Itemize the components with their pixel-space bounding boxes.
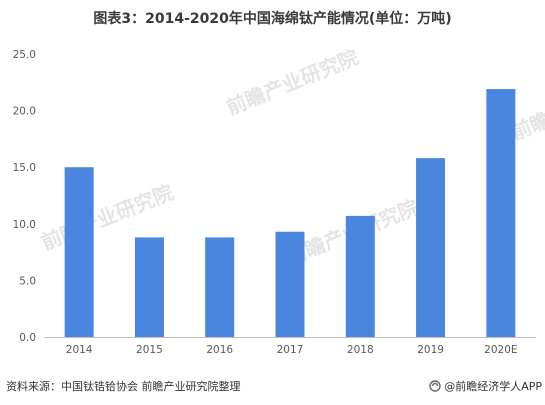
chart-title: 图表3：2014-2020年中国海绵钛产能情况(单位：万吨) bbox=[93, 11, 452, 27]
brand-logo-icon bbox=[429, 380, 441, 392]
bar-2017 bbox=[275, 231, 305, 337]
brand-text: @前瞻经济学人APP bbox=[444, 380, 542, 393]
y-tick-label: 25.0 bbox=[13, 49, 36, 61]
source-note: 资料来源：中国钛锆铪协会 前瞻产业研究院整理 bbox=[6, 380, 241, 393]
y-tick-label: 20.0 bbox=[13, 106, 36, 118]
footer: 资料来源：中国钛锆铪协会 前瞻产业研究院整理 @前瞻经济学人APP bbox=[6, 378, 542, 398]
brand-credit: @前瞻经济学人APP bbox=[429, 378, 542, 394]
x-tick-label: 2015 bbox=[136, 344, 163, 356]
bar-2016 bbox=[205, 237, 235, 337]
y-tick-label: 5.0 bbox=[19, 275, 36, 287]
bar-2014 bbox=[64, 167, 94, 337]
bar-2019 bbox=[416, 158, 446, 337]
x-tick-label: 2018 bbox=[347, 344, 374, 356]
bars bbox=[64, 89, 516, 337]
x-tick-label: 2016 bbox=[206, 344, 233, 356]
bar-2018 bbox=[345, 215, 375, 337]
x-axis: 2014 2015 2016 2017 2018 2019 2020E bbox=[44, 337, 536, 356]
y-tick-label: 0.0 bbox=[19, 332, 36, 344]
bar-2015 bbox=[134, 237, 164, 337]
y-tick-label: 15.0 bbox=[13, 162, 36, 174]
y-tick-label: 10.0 bbox=[13, 219, 36, 231]
watermark-text: 前瞻产业研究院 bbox=[223, 45, 362, 120]
x-tick-label: 2017 bbox=[277, 344, 304, 356]
bar-2020E bbox=[486, 89, 516, 337]
x-tick-label: 2014 bbox=[66, 344, 93, 356]
y-axis: 0.0 5.0 10.0 15.0 20.0 25.0 bbox=[13, 49, 36, 344]
x-tick-label: 2019 bbox=[417, 344, 444, 356]
x-tick-label: 2020E bbox=[484, 344, 517, 356]
